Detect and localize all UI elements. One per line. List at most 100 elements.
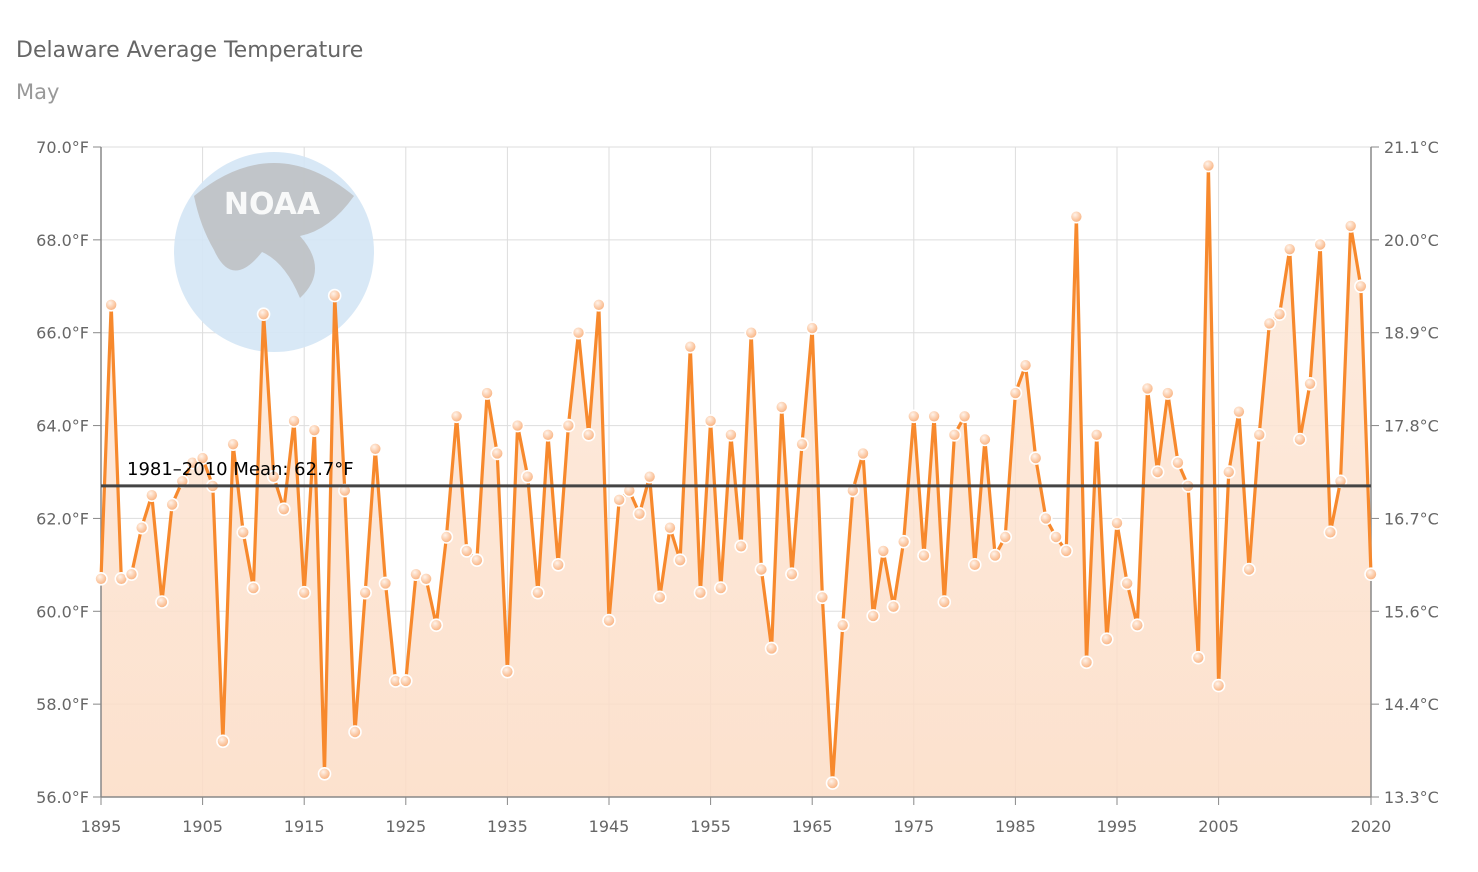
y-tick-label-right: 13.3°C (1384, 788, 1439, 807)
data-point (673, 553, 687, 568)
data-point (1364, 567, 1378, 581)
data-point (876, 544, 891, 558)
data-point (744, 325, 759, 340)
data-point (490, 446, 505, 461)
data-point (459, 544, 474, 558)
data-point (256, 307, 271, 321)
data-point (368, 441, 383, 456)
data-point (1191, 650, 1206, 665)
data-point (774, 400, 789, 414)
data-point (764, 641, 779, 656)
data-point (449, 409, 464, 424)
data-point (1211, 678, 1226, 693)
data-point (734, 539, 748, 554)
data-point (1049, 530, 1063, 544)
data-point (327, 288, 342, 303)
data-point (1242, 562, 1256, 577)
data-point (1008, 386, 1023, 400)
data-point (246, 581, 261, 595)
data-point (906, 409, 921, 424)
data-point (470, 553, 484, 568)
data-point (500, 664, 515, 679)
data-point (1140, 381, 1155, 396)
data-point (1282, 242, 1297, 256)
data-point (1354, 279, 1368, 294)
data-point (713, 581, 728, 595)
data-point (642, 469, 657, 484)
y-tick-label-right: 21.1°C (1384, 138, 1439, 157)
data-point (94, 571, 108, 586)
data-point (145, 488, 159, 503)
data-point (927, 409, 941, 424)
data-point (1130, 618, 1145, 633)
y-tick-label-left: 62.0°F (36, 509, 89, 528)
data-point (957, 409, 972, 424)
data-point (358, 585, 372, 600)
data-point (429, 618, 444, 633)
data-point (236, 525, 251, 540)
data-point (520, 469, 535, 484)
data-point (754, 562, 769, 577)
y-tick-label-left: 64.0°F (36, 417, 89, 436)
x-tick-label: 1975 (893, 817, 934, 836)
series-line (99, 164, 1373, 785)
data-point (896, 534, 911, 549)
x-tick-label: 1935 (487, 817, 528, 836)
x-tick-label: 1905 (182, 817, 223, 836)
x-tick-label: 1915 (284, 817, 325, 836)
data-point (1069, 209, 1084, 224)
data-point (134, 520, 149, 535)
data-point (866, 609, 880, 623)
data-point (348, 725, 362, 739)
data-point (856, 446, 870, 461)
data-point (195, 451, 210, 465)
chart-title: Delaware Average Temperature (16, 38, 364, 63)
y-tick-label-left: 70.0°F (36, 138, 89, 157)
data-point (1221, 465, 1236, 479)
x-tick-label: 1955 (690, 817, 731, 836)
y-tick-label-left: 56.0°F (36, 788, 89, 807)
data-point (1201, 158, 1216, 173)
data-point (297, 585, 312, 600)
data-point (1161, 386, 1175, 400)
data-point (1272, 307, 1287, 321)
x-tick-label: 2005 (1198, 817, 1239, 836)
data-point (1039, 511, 1053, 526)
data-point (277, 502, 291, 516)
data-point (978, 432, 992, 447)
data-point (947, 428, 962, 442)
data-point (1323, 525, 1338, 540)
data-point (602, 613, 616, 628)
x-tick-label: 1895 (81, 817, 122, 836)
y-tick-label-right: 14.4°C (1384, 695, 1439, 714)
y-tick-label-left: 58.0°F (36, 695, 89, 714)
data-point (216, 734, 230, 749)
chart-subtitle: May (16, 80, 60, 104)
data-point (917, 548, 931, 563)
data-point (785, 567, 799, 581)
x-tick-label: 2020 (1351, 817, 1392, 836)
y-tick-label-left: 68.0°F (36, 231, 89, 250)
noaa-logo-text: NOAA (224, 187, 321, 222)
data-point (1343, 219, 1358, 233)
data-point (1252, 428, 1267, 442)
data-point (998, 530, 1013, 544)
data-point (165, 497, 179, 512)
data-point (703, 414, 718, 428)
y-tick-label-left: 66.0°F (36, 324, 89, 343)
data-point (571, 325, 586, 340)
data-point (1120, 576, 1134, 591)
x-tick-label: 1995 (1097, 817, 1138, 836)
series-area (101, 165, 1371, 798)
data-point (835, 618, 850, 633)
data-point (805, 321, 820, 335)
data-point (155, 595, 169, 609)
x-tick-label: 1985 (995, 817, 1036, 836)
y-tick-label-right: 18.9°C (1384, 324, 1439, 343)
data-point (1059, 544, 1073, 558)
data-point (886, 599, 901, 614)
data-point (1018, 358, 1033, 373)
data-point (307, 423, 322, 438)
data-point (419, 571, 433, 586)
